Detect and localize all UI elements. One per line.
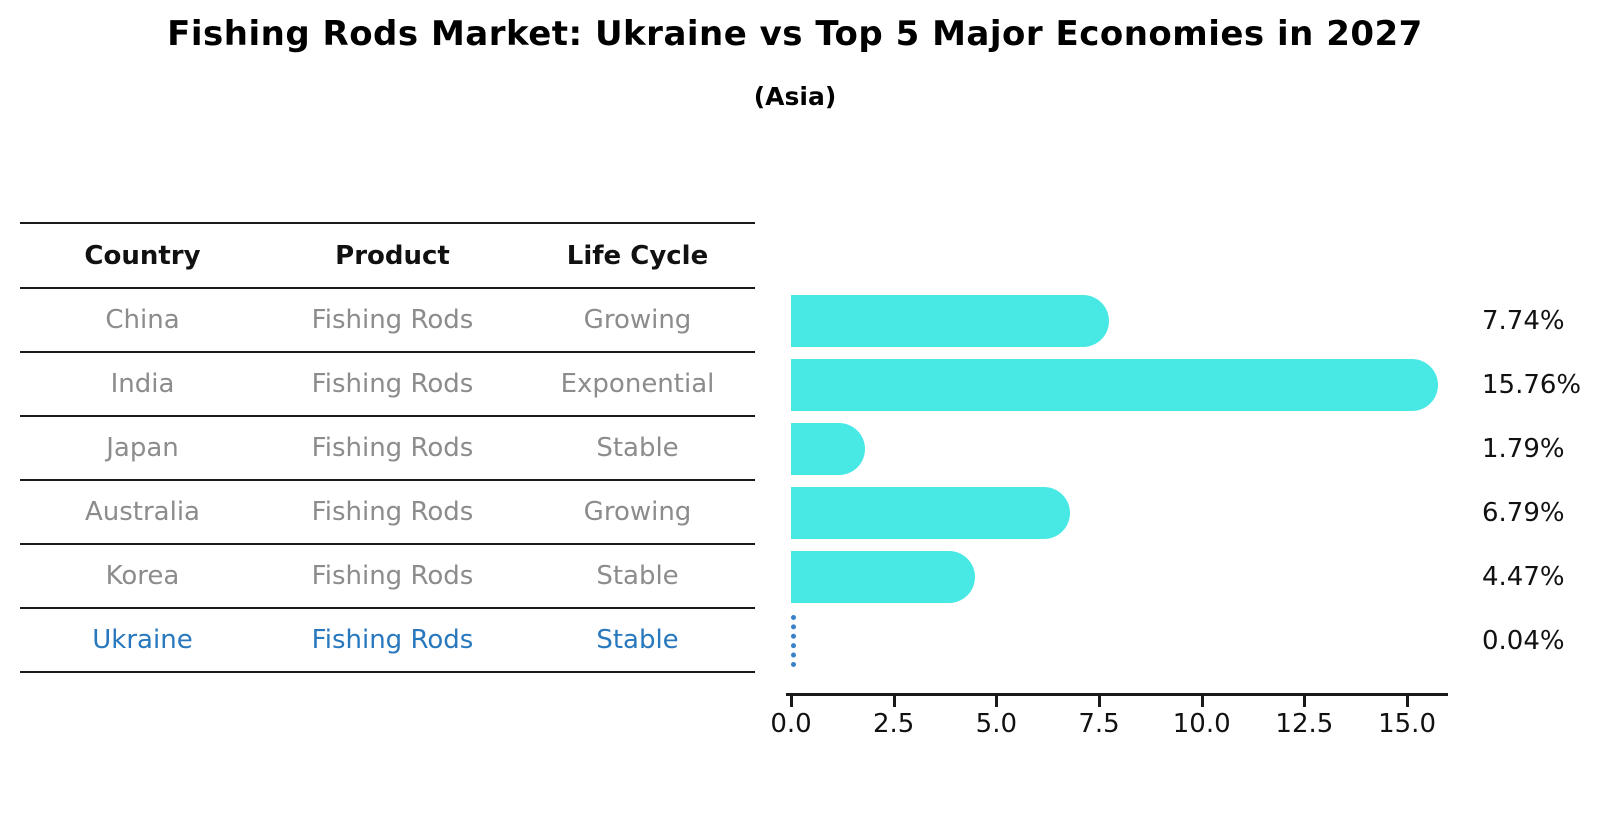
cell-product: Fishing Rods (311, 497, 474, 527)
x-tick-label: 7.5 (1078, 709, 1120, 739)
column-header-lifecycle: Life Cycle (566, 240, 709, 271)
table-row: Korea Fishing Rods Stable (20, 545, 755, 609)
bar-india (791, 359, 1439, 411)
cell-country: India (110, 369, 175, 399)
table-row: India Fishing Rods Exponential (20, 353, 755, 417)
cell-lifecycle: Stable (596, 561, 679, 591)
cell-lifecycle: Stable (596, 433, 679, 463)
table-row: Japan Fishing Rods Stable (20, 417, 755, 481)
table-row: Ukraine Fishing Rods Stable (20, 609, 755, 673)
value-label-australia: 6.79% (1482, 498, 1565, 528)
table-row: China Fishing Rods Growing (20, 289, 755, 353)
chart-subtitle: (Asia) (753, 82, 837, 111)
cell-lifecycle: Growing (583, 305, 692, 335)
cell-product: Fishing Rods (311, 561, 474, 591)
x-tick-mark (1303, 696, 1307, 707)
value-label-ukraine: 0.04% (1482, 626, 1565, 656)
x-tick-mark (1406, 696, 1410, 707)
x-tick-label: 2.5 (872, 709, 915, 739)
bar-china (791, 295, 1109, 347)
table-body: China Fishing Rods Growing India Fishing… (20, 289, 755, 673)
cell-country: Japan (106, 433, 179, 463)
x-tick-label: 5.0 (975, 709, 1018, 739)
cell-country: Korea (105, 561, 180, 591)
bar-australia (791, 487, 1070, 539)
cell-product: Fishing Rods (311, 625, 474, 655)
value-label-india: 15.76% (1482, 370, 1582, 400)
x-tick-label: 15.0 (1378, 709, 1436, 739)
x-tick-mark (790, 696, 793, 707)
value-label-japan: 1.79% (1482, 434, 1565, 464)
bar-japan (791, 423, 865, 475)
x-tick-mark (1200, 696, 1204, 707)
cell-country: Ukraine (92, 625, 193, 655)
x-tick-label: 12.5 (1275, 709, 1334, 739)
x-tick-mark (892, 696, 896, 707)
x-axis-line (786, 693, 1448, 696)
x-tick-label: 10.0 (1172, 709, 1231, 739)
x-tick-mark (1098, 696, 1102, 707)
cell-lifecycle: Exponential (560, 369, 715, 399)
x-tick-mark (995, 696, 999, 707)
bar-ukraine (791, 615, 796, 667)
value-label-korea: 4.47% (1482, 562, 1565, 592)
cell-lifecycle: Growing (583, 497, 692, 527)
table-header-row: Country Product Life Cycle (20, 222, 755, 289)
column-header-product: Product (335, 240, 450, 271)
cell-country: China (105, 305, 180, 335)
bar-korea (791, 551, 975, 603)
column-header-country: Country (84, 240, 201, 271)
cell-product: Fishing Rods (311, 305, 474, 335)
cell-product: Fishing Rods (311, 433, 474, 463)
value-label-china: 7.74% (1482, 306, 1565, 336)
chart-title: Fishing Rods Market: Ukraine vs Top 5 Ma… (167, 14, 1423, 54)
data-table: Country Product Life Cycle China Fishing… (20, 222, 755, 673)
cell-country: Australia (84, 497, 200, 527)
table-row: Australia Fishing Rods Growing (20, 481, 755, 545)
cell-product: Fishing Rods (311, 369, 474, 399)
cell-lifecycle: Stable (596, 625, 679, 655)
x-tick-label: 0.0 (770, 709, 812, 739)
